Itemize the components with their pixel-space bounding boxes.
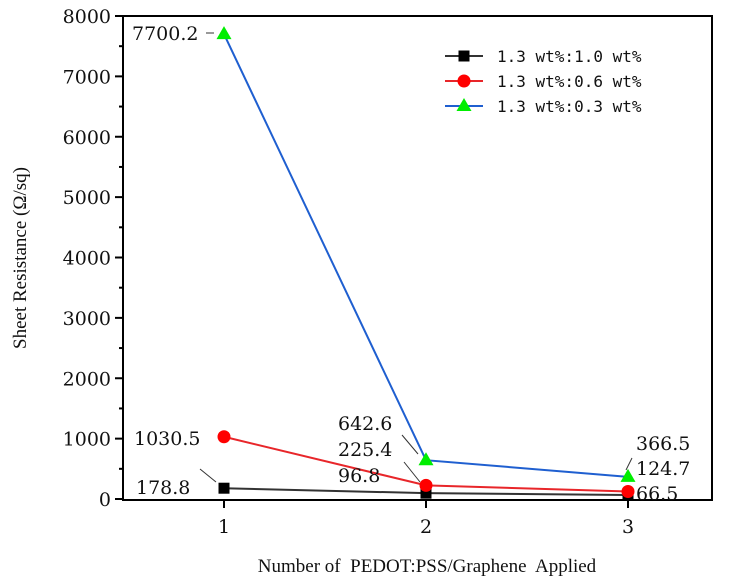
series-group	[216, 26, 636, 501]
legend-marker	[458, 50, 470, 62]
data-label: 225.4	[338, 439, 392, 461]
data-label: 366.5	[636, 433, 690, 455]
data-label: 96.8	[338, 465, 380, 487]
leader-line	[401, 434, 419, 455]
y-tick-label: 3000	[63, 308, 111, 330]
leader-line	[625, 457, 633, 471]
y-tick-label: 6000	[63, 127, 111, 149]
data-label: 7700.2	[132, 23, 198, 45]
legend: 1.3 wt%:1.0 wt% 1.3 wt%:0.6 wt% 1.3 wt%:0.…	[445, 47, 642, 116]
data-point	[216, 26, 232, 40]
data-labels: 178.8 96.8 66.5 1030.5 225.4 124.7 7700.2 642.6…	[132, 23, 690, 505]
y-axis: 0 1000 2000 3000 4000 5000 6000 7000 8000	[63, 6, 123, 511]
legend-label: 1.3 wt%:0.6 wt%	[497, 72, 642, 91]
leader-line	[199, 468, 217, 483]
legend-marker	[456, 98, 472, 111]
data-point	[218, 482, 230, 494]
data-label: 1030.5	[134, 428, 200, 450]
x-tick-label: 1	[218, 516, 230, 538]
data-point	[217, 430, 231, 444]
x-axis-label: Number of PEDOT:PSS/Graphene Applied	[258, 556, 597, 577]
data-label: 124.7	[636, 458, 690, 480]
data-point	[418, 452, 434, 466]
y-tick-label: 7000	[63, 66, 111, 88]
y-tick-label: 0	[99, 489, 111, 511]
x-tick-label: 3	[622, 516, 634, 538]
legend-label: 1.3 wt%:0.3 wt%	[497, 97, 642, 116]
legend-marker	[457, 74, 471, 88]
y-tick-label: 1000	[63, 429, 111, 451]
legend-label: 1.3 wt%:1.0 wt%	[497, 47, 642, 66]
data-point	[419, 478, 433, 492]
data-point	[621, 484, 635, 498]
leader-line	[403, 461, 421, 483]
data-label: 66.5	[636, 483, 678, 505]
x-tick-label: 2	[420, 516, 432, 538]
data-label: 178.8	[136, 477, 190, 499]
y-tick-label: 4000	[63, 248, 111, 270]
y-tick-label: 8000	[63, 6, 111, 28]
y-tick-label: 2000	[63, 368, 111, 390]
y-axis-label: Sheet Resistance (Ω/sq)	[10, 167, 31, 349]
x-axis: 1 2 3	[218, 500, 634, 538]
y-tick-label: 5000	[63, 187, 111, 209]
data-point	[420, 487, 432, 499]
data-label: 642.6	[338, 413, 392, 435]
data-point	[620, 468, 636, 482]
